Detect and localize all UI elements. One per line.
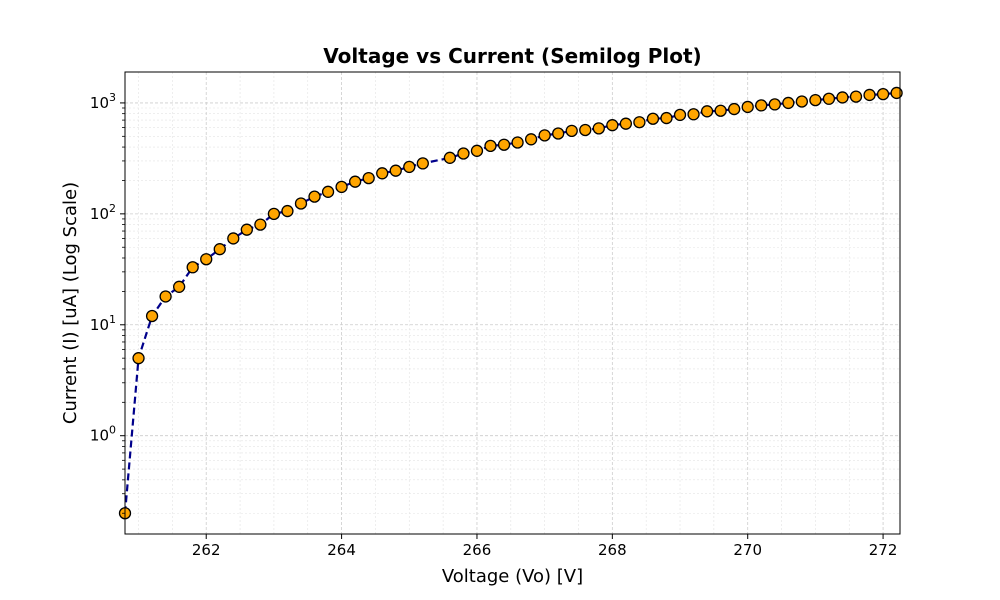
data-point (240, 223, 253, 236)
chart-title: Voltage vs Current (Semilog Plot) (323, 44, 701, 68)
data-point (335, 180, 348, 194)
y-tick-label: 102 (90, 202, 116, 223)
data-point (714, 104, 727, 117)
data-point (186, 261, 199, 274)
data-point (254, 218, 267, 231)
data-point (687, 108, 700, 121)
data-point (579, 123, 592, 137)
data-point (145, 309, 159, 323)
x-tick-label: 272 (869, 541, 898, 559)
data-point (321, 185, 335, 198)
data-point (159, 290, 172, 303)
y-tick-label: 101 (90, 313, 116, 334)
data-point (200, 253, 213, 266)
data-point (795, 95, 809, 108)
data-point (741, 100, 754, 114)
data-point (552, 127, 565, 140)
data-point (890, 86, 903, 100)
x-axis-label: Voltage (Vo) [V] (442, 566, 583, 587)
data-point (227, 232, 240, 245)
data-point (728, 102, 741, 116)
y-axis-ticks: 100 101 102 103 (90, 91, 125, 514)
data-point (470, 144, 484, 157)
data-point (673, 108, 687, 122)
data-point (484, 139, 497, 153)
data-point (822, 92, 836, 105)
data-point (281, 204, 294, 218)
data-point (213, 243, 226, 256)
data-point (863, 88, 876, 102)
data-point (132, 352, 145, 365)
data-point (809, 93, 822, 107)
data-point (592, 122, 605, 135)
y-tick-label: 103 (90, 91, 116, 112)
data-point (849, 90, 863, 103)
data-point (660, 111, 673, 125)
data-point (606, 119, 619, 132)
data-point (267, 207, 281, 221)
minor-gridlines (125, 72, 900, 534)
data-point (389, 164, 402, 177)
data-point (755, 99, 768, 112)
data-point (700, 105, 714, 118)
x-tick-label: 262 (192, 541, 221, 559)
data-point (633, 116, 646, 129)
data-series (118, 86, 903, 520)
x-tick-label: 270 (733, 541, 762, 559)
data-point (836, 91, 849, 104)
data-point (511, 136, 524, 149)
data-point (782, 96, 795, 110)
data-point (768, 98, 781, 111)
x-axis-ticks: 262 264 266 268 270 272 (192, 534, 897, 559)
y-axis-label: Current (I) [uA] (Log Scale) (60, 182, 81, 424)
data-point (376, 167, 389, 180)
data-point (619, 117, 633, 130)
data-point (524, 133, 538, 146)
x-tick-label: 266 (463, 541, 492, 559)
data-point (172, 280, 186, 293)
data-point (646, 112, 660, 125)
data-point (443, 151, 457, 164)
data-point (308, 190, 321, 203)
data-point (876, 87, 890, 101)
data-point (294, 197, 308, 210)
data-point (497, 138, 511, 151)
data-point (457, 147, 470, 160)
data-point (416, 157, 429, 170)
y-tick-label: 100 (90, 424, 116, 445)
plot-frame (124, 71, 901, 535)
data-point (403, 160, 416, 174)
data-point (538, 129, 551, 142)
x-tick-label: 264 (327, 541, 356, 559)
data-point (362, 171, 375, 185)
x-tick-label: 268 (598, 541, 627, 559)
data-point (348, 175, 362, 188)
data-point (565, 124, 578, 138)
